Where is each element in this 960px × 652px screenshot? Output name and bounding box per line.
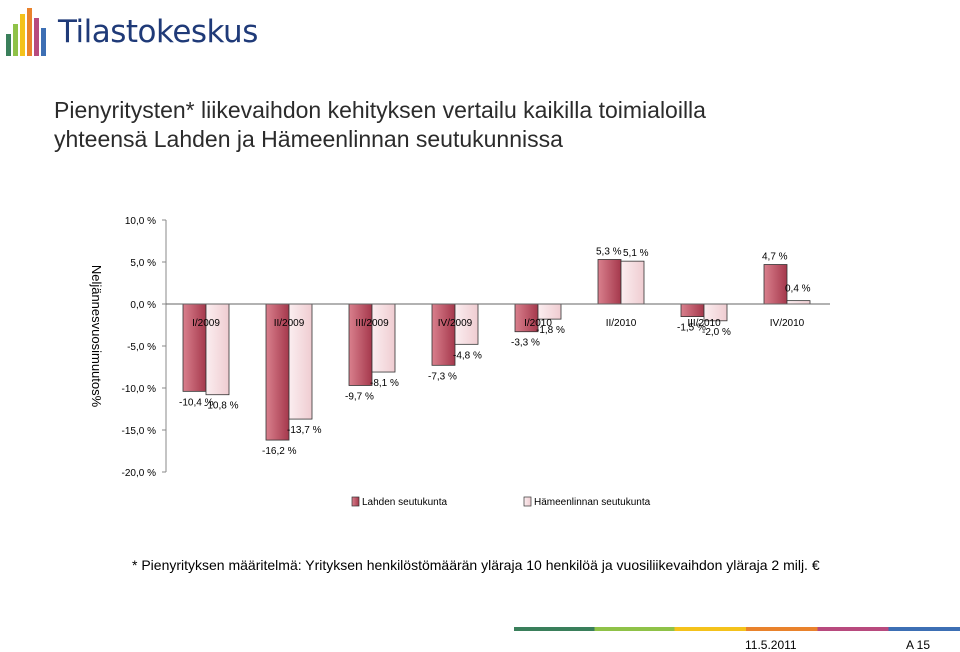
bar-lahti — [597, 259, 622, 305]
x-tick-label: III/2009 — [355, 318, 389, 329]
data-label: -2,0 % — [702, 327, 731, 338]
logo-text: Tilastokeskus — [58, 14, 258, 50]
title-line-2: yhteensä Lahden ja Hämeenlinnan seutukun… — [54, 126, 563, 152]
y-tick-label: -10,0 % — [122, 384, 157, 395]
data-label: -9,7 % — [345, 391, 374, 402]
y-tick-label: 0,0 % — [130, 300, 156, 311]
legend-swatch — [523, 496, 532, 507]
y-tick-label: 10,0 % — [125, 216, 156, 227]
data-label: -1,8 % — [536, 325, 565, 336]
bar-lahti — [431, 303, 456, 366]
bar-chart: 10,0 % 5,0 % 0,0 % -5,0 % -10,0 % -15,0 % -20,… — [89, 216, 830, 508]
legend-swatch — [351, 496, 360, 507]
y-tick-label: -20,0 % — [122, 468, 157, 479]
y-tick-label: 5,0 % — [130, 258, 156, 269]
bar-hameenlinna — [786, 300, 811, 305]
bar-lahti — [763, 264, 788, 305]
x-tick-label: II/2010 — [606, 318, 637, 329]
tilastokeskus-logo: Tilastokeskus — [4, 4, 264, 60]
data-label: 5,1 % — [623, 248, 649, 259]
data-label: -7,3 % — [428, 371, 457, 382]
legend-label: Lahden seutukunta — [362, 497, 448, 508]
data-label: -10,4 % — [179, 397, 214, 408]
data-label: 5,3 % — [596, 246, 622, 257]
x-tick-label: III/2010 — [687, 318, 721, 329]
y-axis-title: Neljännesvuosimuutos% — [89, 265, 104, 408]
x-tick-label: I/2010 — [524, 318, 552, 329]
y-tick-label: -15,0 % — [122, 426, 157, 437]
data-label: -16,2 % — [262, 446, 297, 457]
x-tick-label: IV/2009 — [438, 318, 473, 329]
x-tick-label: IV/2010 — [770, 318, 805, 329]
footer-page-number: A 15 — [906, 638, 931, 652]
data-label: 4,7 % — [762, 252, 788, 263]
legend-label: Hämeenlinnan seutukunta — [534, 497, 651, 508]
data-label: -1,5 % — [677, 323, 706, 334]
data-label: -13,7 % — [287, 425, 322, 436]
bar-hameenlinna — [537, 303, 562, 320]
x-tick-label: II/2009 — [274, 318, 305, 329]
logo-mark-icon — [6, 8, 46, 56]
bar-hameenlinna — [620, 260, 645, 305]
data-label: -3,3 % — [511, 338, 540, 349]
data-label: -4,8 % — [453, 350, 482, 361]
data-label: -8,1 % — [370, 378, 399, 389]
footer-date: 11.5.2011 — [745, 638, 797, 652]
footnote: * Pienyrityksen määritelmä: Yrityksen he… — [132, 557, 820, 573]
x-tick-label: I/2009 — [192, 318, 220, 329]
data-label: 0,4 % — [785, 284, 811, 295]
page-title: Pienyritysten* liikevaihdon kehityksen v… — [54, 96, 914, 154]
y-tick-label: -5,0 % — [127, 342, 156, 353]
title-line-1: Pienyritysten* liikevaihdon kehityksen v… — [54, 97, 706, 123]
bar-hameenlinna — [371, 303, 396, 373]
bar-lahti — [680, 303, 705, 318]
data-label: -10,8 % — [204, 401, 239, 412]
footer-color-strip — [514, 627, 960, 631]
bar-lahti — [348, 303, 373, 386]
